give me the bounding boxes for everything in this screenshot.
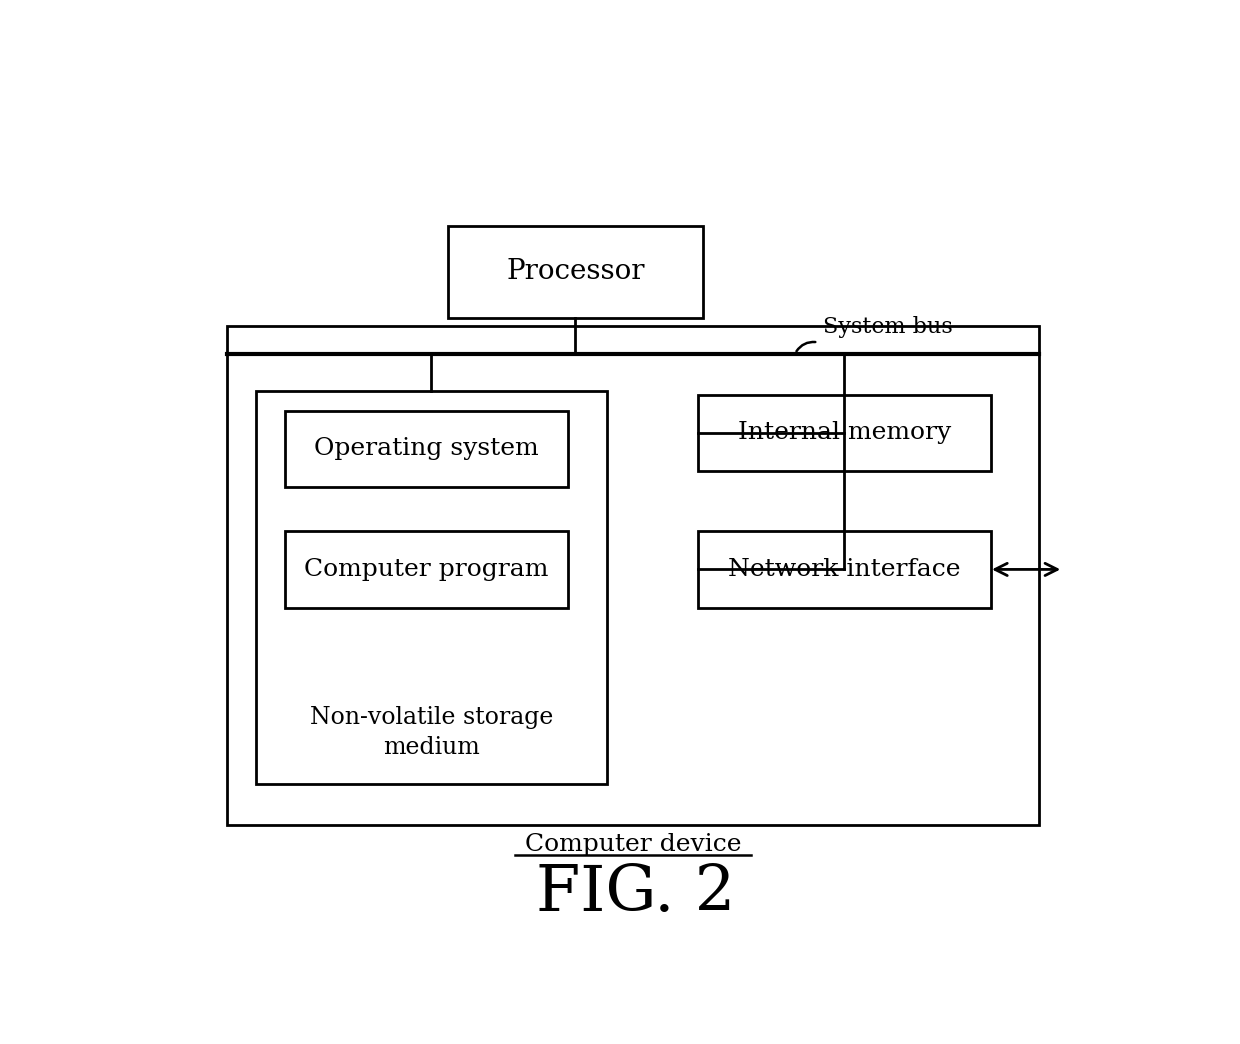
- Bar: [227, 326, 1039, 825]
- Text: Computer device: Computer device: [525, 833, 742, 856]
- Text: System bus: System bus: [823, 316, 952, 338]
- Text: Operating system: Operating system: [314, 437, 539, 460]
- Bar: [255, 390, 606, 784]
- Text: Processor: Processor: [506, 259, 645, 285]
- Bar: [448, 226, 703, 318]
- Text: Network interface: Network interface: [728, 557, 961, 580]
- Text: FIG. 2: FIG. 2: [536, 862, 735, 924]
- Bar: [698, 531, 991, 608]
- Bar: [698, 395, 991, 471]
- Bar: [285, 410, 568, 487]
- Text: Computer program: Computer program: [304, 557, 548, 580]
- Text: Internal memory: Internal memory: [738, 422, 951, 445]
- Text: Non-volatile storage
medium: Non-volatile storage medium: [310, 706, 553, 759]
- Bar: [285, 531, 568, 608]
